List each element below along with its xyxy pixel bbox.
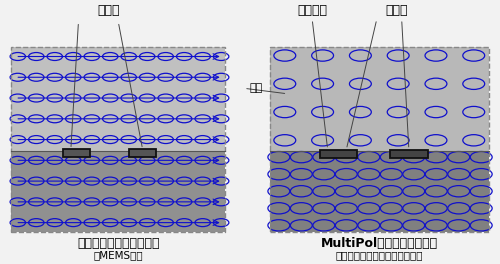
Bar [12, 47, 225, 151]
Bar [129, 149, 156, 157]
Bar [12, 47, 225, 232]
Bar [270, 47, 488, 151]
Bar [12, 151, 225, 232]
Bar [320, 150, 358, 158]
Text: （人間の視覚システムに近い）: （人間の視覚システムに近い） [336, 251, 423, 260]
Bar [390, 150, 428, 158]
Bar [62, 149, 90, 157]
Bar [270, 151, 488, 232]
Text: 背景: 背景 [249, 83, 262, 93]
Text: スポット: スポット [297, 3, 327, 17]
Text: MultiPolのワープスキャン: MultiPolのワープスキャン [320, 237, 438, 250]
Text: 従来のラスタースキャン: 従来のラスタースキャン [77, 237, 160, 250]
Text: （MEMS等）: （MEMS等） [94, 251, 143, 260]
Text: 信号機: 信号機 [386, 3, 408, 17]
Text: 信号機: 信号機 [97, 3, 120, 17]
Bar [270, 47, 488, 232]
